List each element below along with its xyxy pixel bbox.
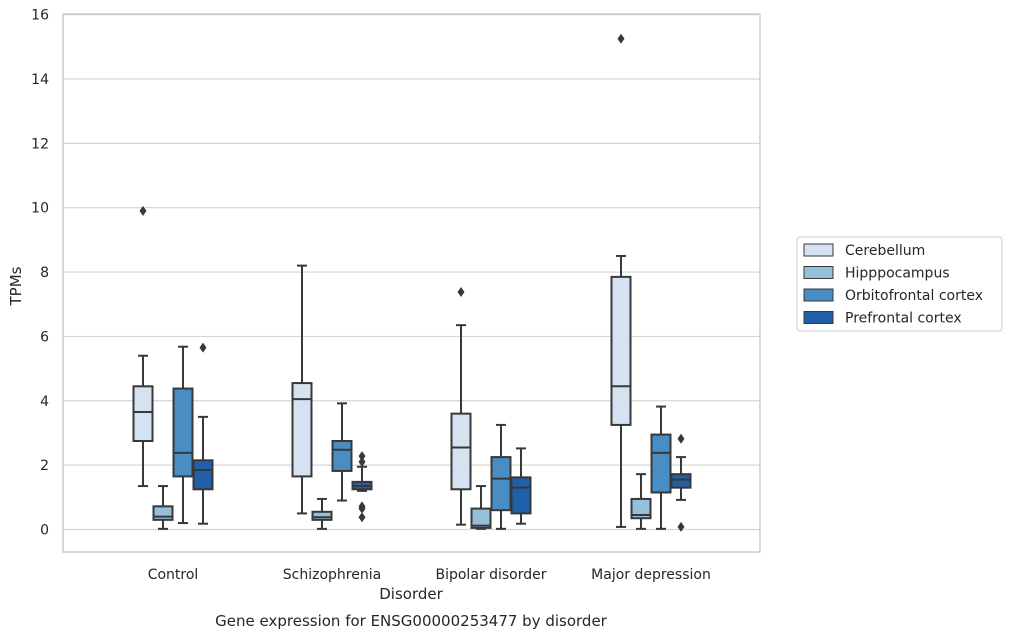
legend-swatch xyxy=(803,288,834,302)
box-orbitofrontal-cortex xyxy=(490,423,512,530)
outlier-point xyxy=(358,512,366,523)
box-iqr xyxy=(311,510,333,521)
box-iqr xyxy=(670,473,692,489)
box-cerebellum xyxy=(291,264,313,515)
box-cerebellum xyxy=(132,205,154,488)
outlier-point xyxy=(358,451,366,462)
box-iqr xyxy=(291,382,313,478)
x-axis-label: Disorder xyxy=(379,585,443,603)
box-prefrontal-cortex xyxy=(192,342,214,525)
box-iqr xyxy=(490,456,512,512)
y-tick-label: 14 xyxy=(31,72,49,88)
box-orbitofrontal-cortex xyxy=(650,405,672,530)
box-iqr xyxy=(450,412,472,491)
y-tick-label: 10 xyxy=(31,201,49,217)
legend-label: Orbitofrontal cortex xyxy=(845,288,983,304)
y-tick-label: 12 xyxy=(31,136,49,152)
box-orbitofrontal-cortex xyxy=(331,402,353,502)
x-tick-label: Major depression xyxy=(591,567,711,583)
boxes-layer xyxy=(132,33,692,532)
box-cerebellum xyxy=(450,287,472,526)
box-iqr xyxy=(510,476,532,515)
chart-title: Gene expression for ENSG00000253477 by d… xyxy=(215,612,608,630)
x-tick-label: Schizophrenia xyxy=(283,567,381,583)
y-axis-label: TPMs xyxy=(7,266,25,306)
outlier-point xyxy=(677,521,685,532)
x-tick-label: Control xyxy=(148,567,199,583)
outlier-point xyxy=(139,205,147,216)
box-iqr xyxy=(630,497,652,520)
box-prefrontal-cortex xyxy=(670,433,692,532)
legend-label: Prefrontal cortex xyxy=(845,311,962,327)
legend-items: Cerebellum Hipppocampus Orbitofrontal cort… xyxy=(803,243,983,327)
outlier-point xyxy=(617,33,625,44)
legend: Cerebellum Hipppocampus Orbitofrontal cort… xyxy=(796,236,1003,332)
legend-label: Hipppocampus xyxy=(845,266,950,282)
outlier-point xyxy=(677,433,685,444)
y-tick-labels: 0 2 4 6 8 10 12 14 16 xyxy=(31,8,49,539)
box-cerebellum xyxy=(610,33,632,528)
box-prefrontal-cortex xyxy=(351,451,373,523)
legend-swatch xyxy=(803,266,834,279)
box-hipppocampus xyxy=(470,485,492,530)
outlier-point xyxy=(358,456,366,467)
outlier-point xyxy=(457,287,465,298)
legend-frame xyxy=(796,236,1003,332)
y-tick-label: 2 xyxy=(40,458,49,474)
legend-swatch xyxy=(803,243,834,257)
box-iqr xyxy=(132,385,154,443)
box-iqr xyxy=(331,440,353,472)
box-iqr xyxy=(152,505,174,521)
legend-swatch xyxy=(803,311,834,324)
y-tick-label: 8 xyxy=(40,265,49,281)
legend-label: Cerebellum xyxy=(845,243,925,259)
box-hipppocampus xyxy=(311,497,333,530)
box-iqr xyxy=(172,387,194,478)
box-iqr xyxy=(650,433,672,494)
plot-frame xyxy=(62,13,761,553)
y-tick-label: 6 xyxy=(40,329,49,345)
box-prefrontal-cortex xyxy=(510,447,532,525)
box-hipppocampus xyxy=(152,485,174,530)
y-tick-label: 0 xyxy=(40,523,49,539)
box-iqr xyxy=(470,507,492,529)
outlier-point xyxy=(358,501,366,512)
box-hipppocampus xyxy=(630,473,652,530)
x-tick-label: Bipolar disorder xyxy=(435,567,546,583)
y-tick-label: 4 xyxy=(40,394,49,410)
box-iqr xyxy=(610,275,632,426)
outlier-point xyxy=(199,342,207,353)
x-tick-labels: Control Schizophrenia Bipolar disorder Majo… xyxy=(148,567,711,583)
box-orbitofrontal-cortex xyxy=(172,345,194,525)
box-iqr xyxy=(192,459,214,491)
y-tick-label: 16 xyxy=(31,8,49,24)
